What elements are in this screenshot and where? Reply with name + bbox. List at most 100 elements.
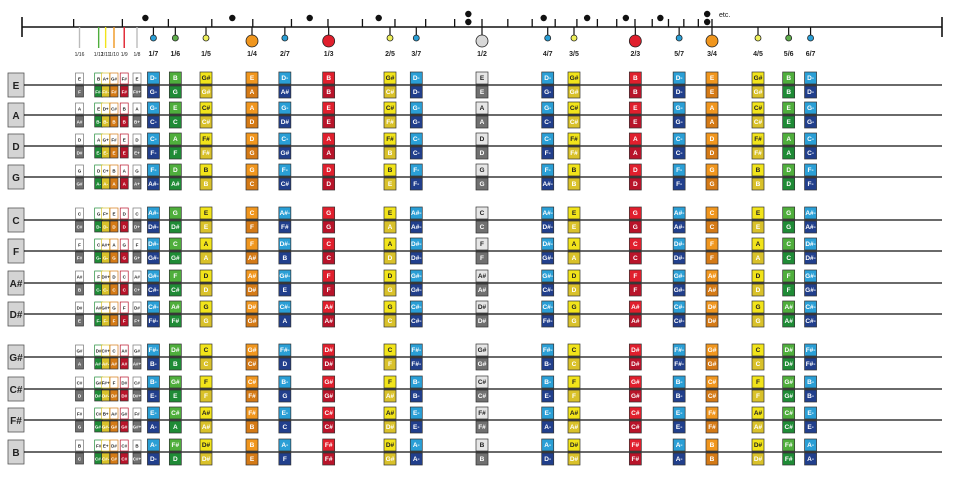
fret-marker-dot [465, 10, 472, 18]
stopped-note-box [628, 177, 642, 191]
harmonic-note-box [101, 238, 110, 251]
harmonic-note: C# [171, 410, 180, 417]
harmonic-note: D# [631, 347, 640, 354]
harmonic-note: E [112, 212, 115, 217]
node-circle [705, 34, 719, 48]
harmonic-note-box [475, 375, 489, 389]
harmonic-note: F [480, 241, 484, 248]
harmonic-note: A#- [674, 210, 684, 217]
node-label: 4/7 [543, 51, 553, 58]
harmonic-note: D#- [148, 241, 158, 248]
string-row-c-sharp: C#C#DG#D#-F#+D#-FD#D#D#C#D#+B-E-G#EFFC#F… [7, 375, 942, 403]
stopped-note: G#- [102, 425, 110, 430]
stopped-note: F- [808, 181, 814, 188]
stopped-note-box [132, 283, 142, 296]
harmonic-note: A#- [148, 210, 158, 217]
harmonic-note: E [135, 77, 138, 82]
harmonic-note: G# [478, 347, 487, 354]
stopped-note-box [109, 177, 119, 190]
stopped-note-box [628, 220, 642, 234]
stopped-note-box [132, 115, 142, 128]
harmonic-nodes: 1/16 1/121/111/10 1/9 1/8 1/7 1/6 1/5 1/4 2/7 1/3… [75, 27, 816, 58]
harmonic-note: G# [76, 349, 83, 354]
harmonic-note: A#+ [101, 243, 110, 248]
harmonic-note-box [782, 343, 796, 357]
stopped-note: F# [281, 224, 289, 231]
stopped-note-box [628, 115, 642, 129]
stopped-note: C- [413, 150, 420, 157]
stopped-note-box [119, 283, 129, 296]
string-label: D [12, 142, 19, 153]
harmonic-note: G [755, 304, 760, 311]
harmonic-note-box [119, 301, 129, 314]
stopped-note: C [480, 224, 485, 231]
stopped-note-box [75, 357, 84, 370]
stopped-note-box [475, 115, 489, 129]
harmonic-note: C [633, 241, 638, 248]
harmonic-note: F#- [149, 347, 159, 354]
harmonic-note-box [101, 102, 110, 115]
stopped-note-box [75, 420, 84, 433]
harmonic-note-box [75, 439, 84, 452]
stopped-note: B [633, 89, 638, 96]
stopped-note-box [475, 220, 489, 234]
harmonic-note-box [101, 72, 110, 85]
stopped-note-box [751, 177, 765, 191]
stopped-note-box [168, 115, 182, 129]
harmonic-note: D# [570, 442, 579, 449]
fret-marker-dot [703, 18, 711, 26]
harmonic-note: B [633, 75, 638, 82]
stopped-note: D- [96, 225, 101, 230]
stopped-note: B [283, 255, 288, 262]
stopped-note-box [168, 420, 182, 434]
stopped-note: A#- [102, 362, 110, 367]
stopped-note: F [204, 393, 208, 400]
harmonic-note: A# [325, 304, 334, 311]
harmonic-note: F [78, 243, 81, 248]
stopped-note-box [245, 389, 259, 403]
stopped-note: F# [386, 119, 394, 126]
harmonic-note: G#+ [101, 306, 110, 311]
harmonic-note-box [101, 207, 110, 220]
stopped-note: D [710, 150, 715, 157]
harmonic-note: D [326, 167, 331, 174]
harmonic-note-box [245, 71, 259, 85]
stopped-note: C# [754, 119, 763, 126]
stopped-note-box [409, 283, 423, 297]
stopped-note-box [132, 251, 142, 264]
harmonic-note: G# [134, 349, 141, 354]
harmonic-note-box [199, 269, 213, 283]
harmonic-note: G# [96, 381, 103, 386]
stopped-note-box [147, 146, 160, 160]
harmonic-note-box [168, 71, 182, 85]
stopped-note-box [245, 146, 259, 160]
harmonic-note: E [97, 107, 100, 112]
stopped-note-box [245, 283, 259, 297]
stopped-note-box [278, 452, 292, 466]
harmonic-note-box [567, 206, 581, 220]
harmonic-note-box [101, 344, 110, 357]
harmonic-note-box [168, 343, 182, 357]
harmonic-note-box [672, 132, 686, 146]
stopped-note-box [322, 452, 336, 466]
fret-marker-dot [703, 10, 711, 18]
stopped-note: G- [96, 256, 102, 261]
stopped-note: C [572, 361, 577, 368]
node-circle [675, 34, 683, 42]
stopped-note: A# [570, 424, 579, 431]
harmonic-note-box [199, 237, 213, 251]
harmonic-note: F [756, 379, 760, 386]
node-circle [754, 34, 762, 42]
stopped-note-box [101, 177, 110, 190]
stopped-note: G# [171, 255, 180, 262]
harmonic-note-box [541, 375, 555, 389]
harmonic-note: C# [785, 410, 794, 417]
harmonic-note-box [782, 438, 796, 452]
stopped-note: A# [121, 362, 127, 367]
harmonic-note: F [710, 241, 714, 248]
stopped-note-box [383, 220, 397, 234]
node-label: 1/9 [121, 52, 128, 58]
harmonic-note-box [109, 72, 119, 85]
node-label: 3/7 [411, 51, 421, 58]
stopped-note: C#- [411, 318, 421, 325]
